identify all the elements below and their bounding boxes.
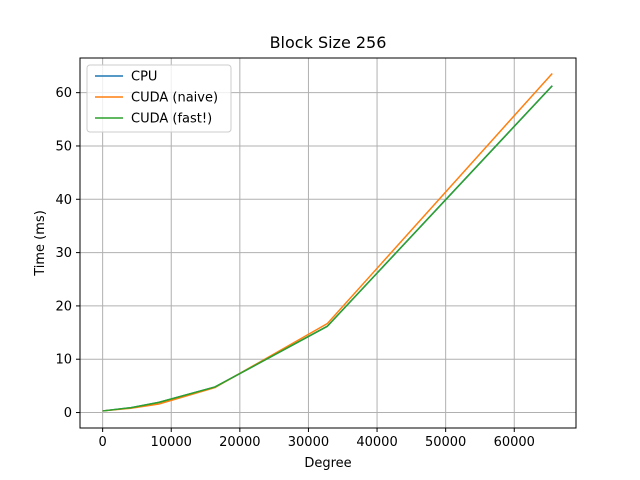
series-line-cuda-fast	[102, 85, 553, 412]
x-tick-label: 0	[98, 435, 106, 450]
plot-frame	[79, 57, 577, 429]
x-tick-label: 40000	[356, 435, 397, 450]
y-tick-label: 30	[55, 246, 72, 261]
series-lines	[102, 72, 553, 412]
legend-label-cuda-fast: CUDA (fast!)	[131, 112, 212, 127]
y-tick-label: 50	[55, 139, 72, 154]
axis-ticks: 0 10000 20000 30000 40000 50000 60000 0 10 20 30 40…	[55, 86, 534, 450]
grid-lines	[80, 58, 576, 428]
x-tick-label: 10000	[151, 435, 192, 450]
y-tick-label: 0	[64, 406, 72, 421]
y-axis-label: Time (ms)	[33, 210, 48, 277]
y-tick-label: 60	[55, 86, 72, 101]
legend-label-cpu: CPU	[131, 70, 157, 85]
y-tick-label: 20	[55, 299, 72, 314]
legend-label-cuda-naive: CUDA (naive)	[131, 91, 218, 106]
x-tick-label: 50000	[425, 435, 466, 450]
y-tick-label: 40	[55, 193, 72, 208]
y-tick-label: 10	[55, 353, 72, 368]
x-tick-label: 60000	[494, 435, 535, 450]
x-tick-label: 20000	[219, 435, 260, 450]
legend: CPU CUDA (naive) CUDA (fast!)	[86, 64, 232, 133]
legend-box	[86, 64, 232, 133]
x-axis-label: Degree	[304, 456, 351, 471]
chart-title: Block Size 256	[270, 33, 387, 52]
x-tick-label: 30000	[288, 435, 329, 450]
